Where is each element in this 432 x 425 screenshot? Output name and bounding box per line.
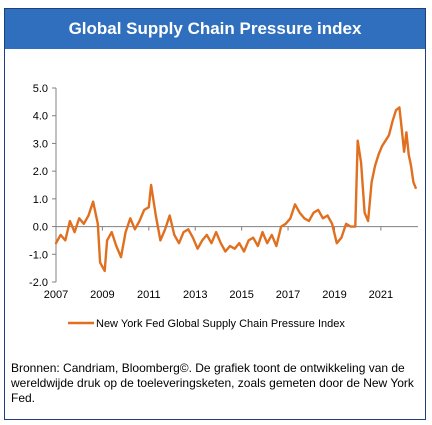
x-tick-label: 2011 [137,289,161,301]
y-tick-label: 4.0 [33,111,48,123]
x-tick-label: 2007 [44,289,68,301]
x-tick-label: 2009 [90,289,114,301]
y-tick-label: -2.0 [29,277,48,289]
y-tick-label: 2.0 [33,166,48,178]
legend: New York Fed Global Supply Chain Pressur… [68,318,345,330]
x-tick-label: 2021 [369,289,393,301]
legend-label: New York Fed Global Supply Chain Pressur… [96,318,345,330]
x-tick-label: 2013 [183,289,207,301]
y-tick-label: -1.0 [29,249,48,261]
chart-title: Global Supply Chain Pressure index [5,9,425,49]
x-tick-label: 2017 [276,289,300,301]
y-tick-label: 5.0 [33,83,48,95]
source-caption: Bronnen: Candriam, Bloomberg©. De grafie… [11,361,414,405]
x-tick-label: 2015 [229,289,253,301]
y-tick-label: 3.0 [33,138,48,150]
series-line-gscpi [54,106,417,273]
y-tick-label: 1.0 [33,194,48,206]
y-tick-label: 0.0 [33,222,48,234]
x-tick-label: 2019 [322,289,346,301]
line-series-layer [54,106,417,273]
